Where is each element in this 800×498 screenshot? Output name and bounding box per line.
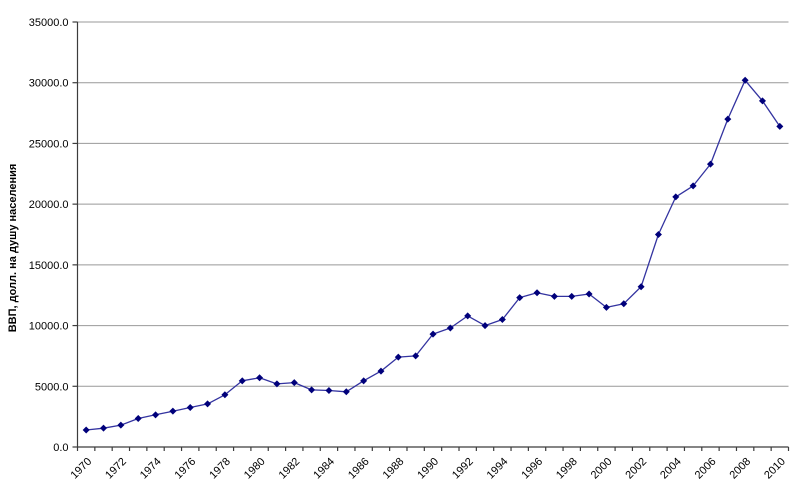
x-tick-label: 1988 xyxy=(381,456,407,482)
data-point xyxy=(221,391,229,399)
y-axis-tick-labels: 0.0 5000.0 10000.0 15000.0 20000.0 25000.0 300… xyxy=(29,17,69,454)
data-point xyxy=(238,377,246,385)
data-point xyxy=(758,97,766,105)
x-tick-label: 1974 xyxy=(138,456,164,482)
x-tick-label: 1984 xyxy=(311,456,337,482)
y-tick-label: 35000.0 xyxy=(29,17,69,29)
x-tick-label: 1998 xyxy=(554,456,580,482)
data-point xyxy=(654,230,662,239)
data-point xyxy=(637,283,645,291)
data-point xyxy=(672,193,680,201)
x-tick-label: 2008 xyxy=(727,456,753,482)
x-tick-label: 2002 xyxy=(623,456,649,482)
data-point xyxy=(377,367,385,375)
y-gridlines xyxy=(77,21,789,387)
series-line xyxy=(86,79,781,431)
data-point xyxy=(464,312,472,320)
data-point xyxy=(186,404,194,412)
y-axis-title: ВВП, долл. на душу населения xyxy=(7,164,19,333)
data-point xyxy=(568,292,576,300)
x-tick-label: 1972 xyxy=(103,456,129,482)
x-tick-label: 1990 xyxy=(415,456,441,482)
data-point xyxy=(602,303,610,311)
data-point xyxy=(689,182,697,190)
data-point xyxy=(360,377,368,385)
data-point xyxy=(412,352,420,360)
data-point xyxy=(585,290,593,298)
data-point xyxy=(446,324,454,332)
data-point xyxy=(342,388,350,396)
x-tick-label: 2004 xyxy=(658,456,684,482)
x-tick-label: 2010 xyxy=(762,456,788,482)
y-tick-label: 10000.0 xyxy=(29,321,69,333)
data-point-markers xyxy=(82,76,784,434)
data-point xyxy=(498,315,506,324)
x-tick-label: 1986 xyxy=(346,456,372,482)
data-point xyxy=(82,426,90,434)
data-point xyxy=(481,322,489,330)
data-point xyxy=(100,424,108,432)
x-tick-label: 1982 xyxy=(277,456,303,482)
data-point xyxy=(325,387,333,395)
data-point xyxy=(273,380,281,388)
data-point xyxy=(741,76,749,84)
y-tick-label: 30000.0 xyxy=(29,78,69,90)
data-point xyxy=(152,411,160,419)
x-tick-label: 1980 xyxy=(242,456,268,482)
x-tick-label: 1978 xyxy=(207,456,233,482)
x-tick-label: 1992 xyxy=(450,456,476,482)
data-point xyxy=(256,374,264,382)
data-point xyxy=(776,122,784,130)
data-point xyxy=(394,353,402,361)
x-tick-label: 1976 xyxy=(173,456,199,482)
data-point xyxy=(308,386,316,394)
axis-tick-marks xyxy=(72,21,790,451)
y-tick-label: 15000.0 xyxy=(29,260,69,272)
x-tick-label: 1996 xyxy=(519,456,545,482)
y-tick-label: 0.0 xyxy=(53,442,68,454)
data-point xyxy=(516,294,524,302)
x-tick-label: 2006 xyxy=(693,456,719,482)
y-tick-label: 25000.0 xyxy=(29,138,69,150)
x-tick-label: 1970 xyxy=(68,456,94,482)
x-tick-label: 2000 xyxy=(589,456,615,482)
data-point xyxy=(204,400,212,408)
axes xyxy=(76,22,789,448)
gdp-series-line xyxy=(86,79,781,431)
y-tick-label: 20000.0 xyxy=(29,199,69,211)
data-point xyxy=(724,115,732,123)
data-point xyxy=(533,289,541,297)
data-point xyxy=(290,379,298,387)
data-point xyxy=(429,330,437,338)
data-point xyxy=(620,300,628,308)
y-tick-label: 5000.0 xyxy=(35,381,69,393)
data-point xyxy=(706,160,714,168)
data-point xyxy=(169,407,177,415)
x-tick-label: 1994 xyxy=(485,456,511,482)
x-axis-tick-labels: 1970 1972 1974 1976 1978 1980 1982 1984 1986 1988… xyxy=(68,456,787,482)
data-point xyxy=(134,414,142,422)
data-point xyxy=(550,292,558,300)
data-point xyxy=(117,421,125,429)
